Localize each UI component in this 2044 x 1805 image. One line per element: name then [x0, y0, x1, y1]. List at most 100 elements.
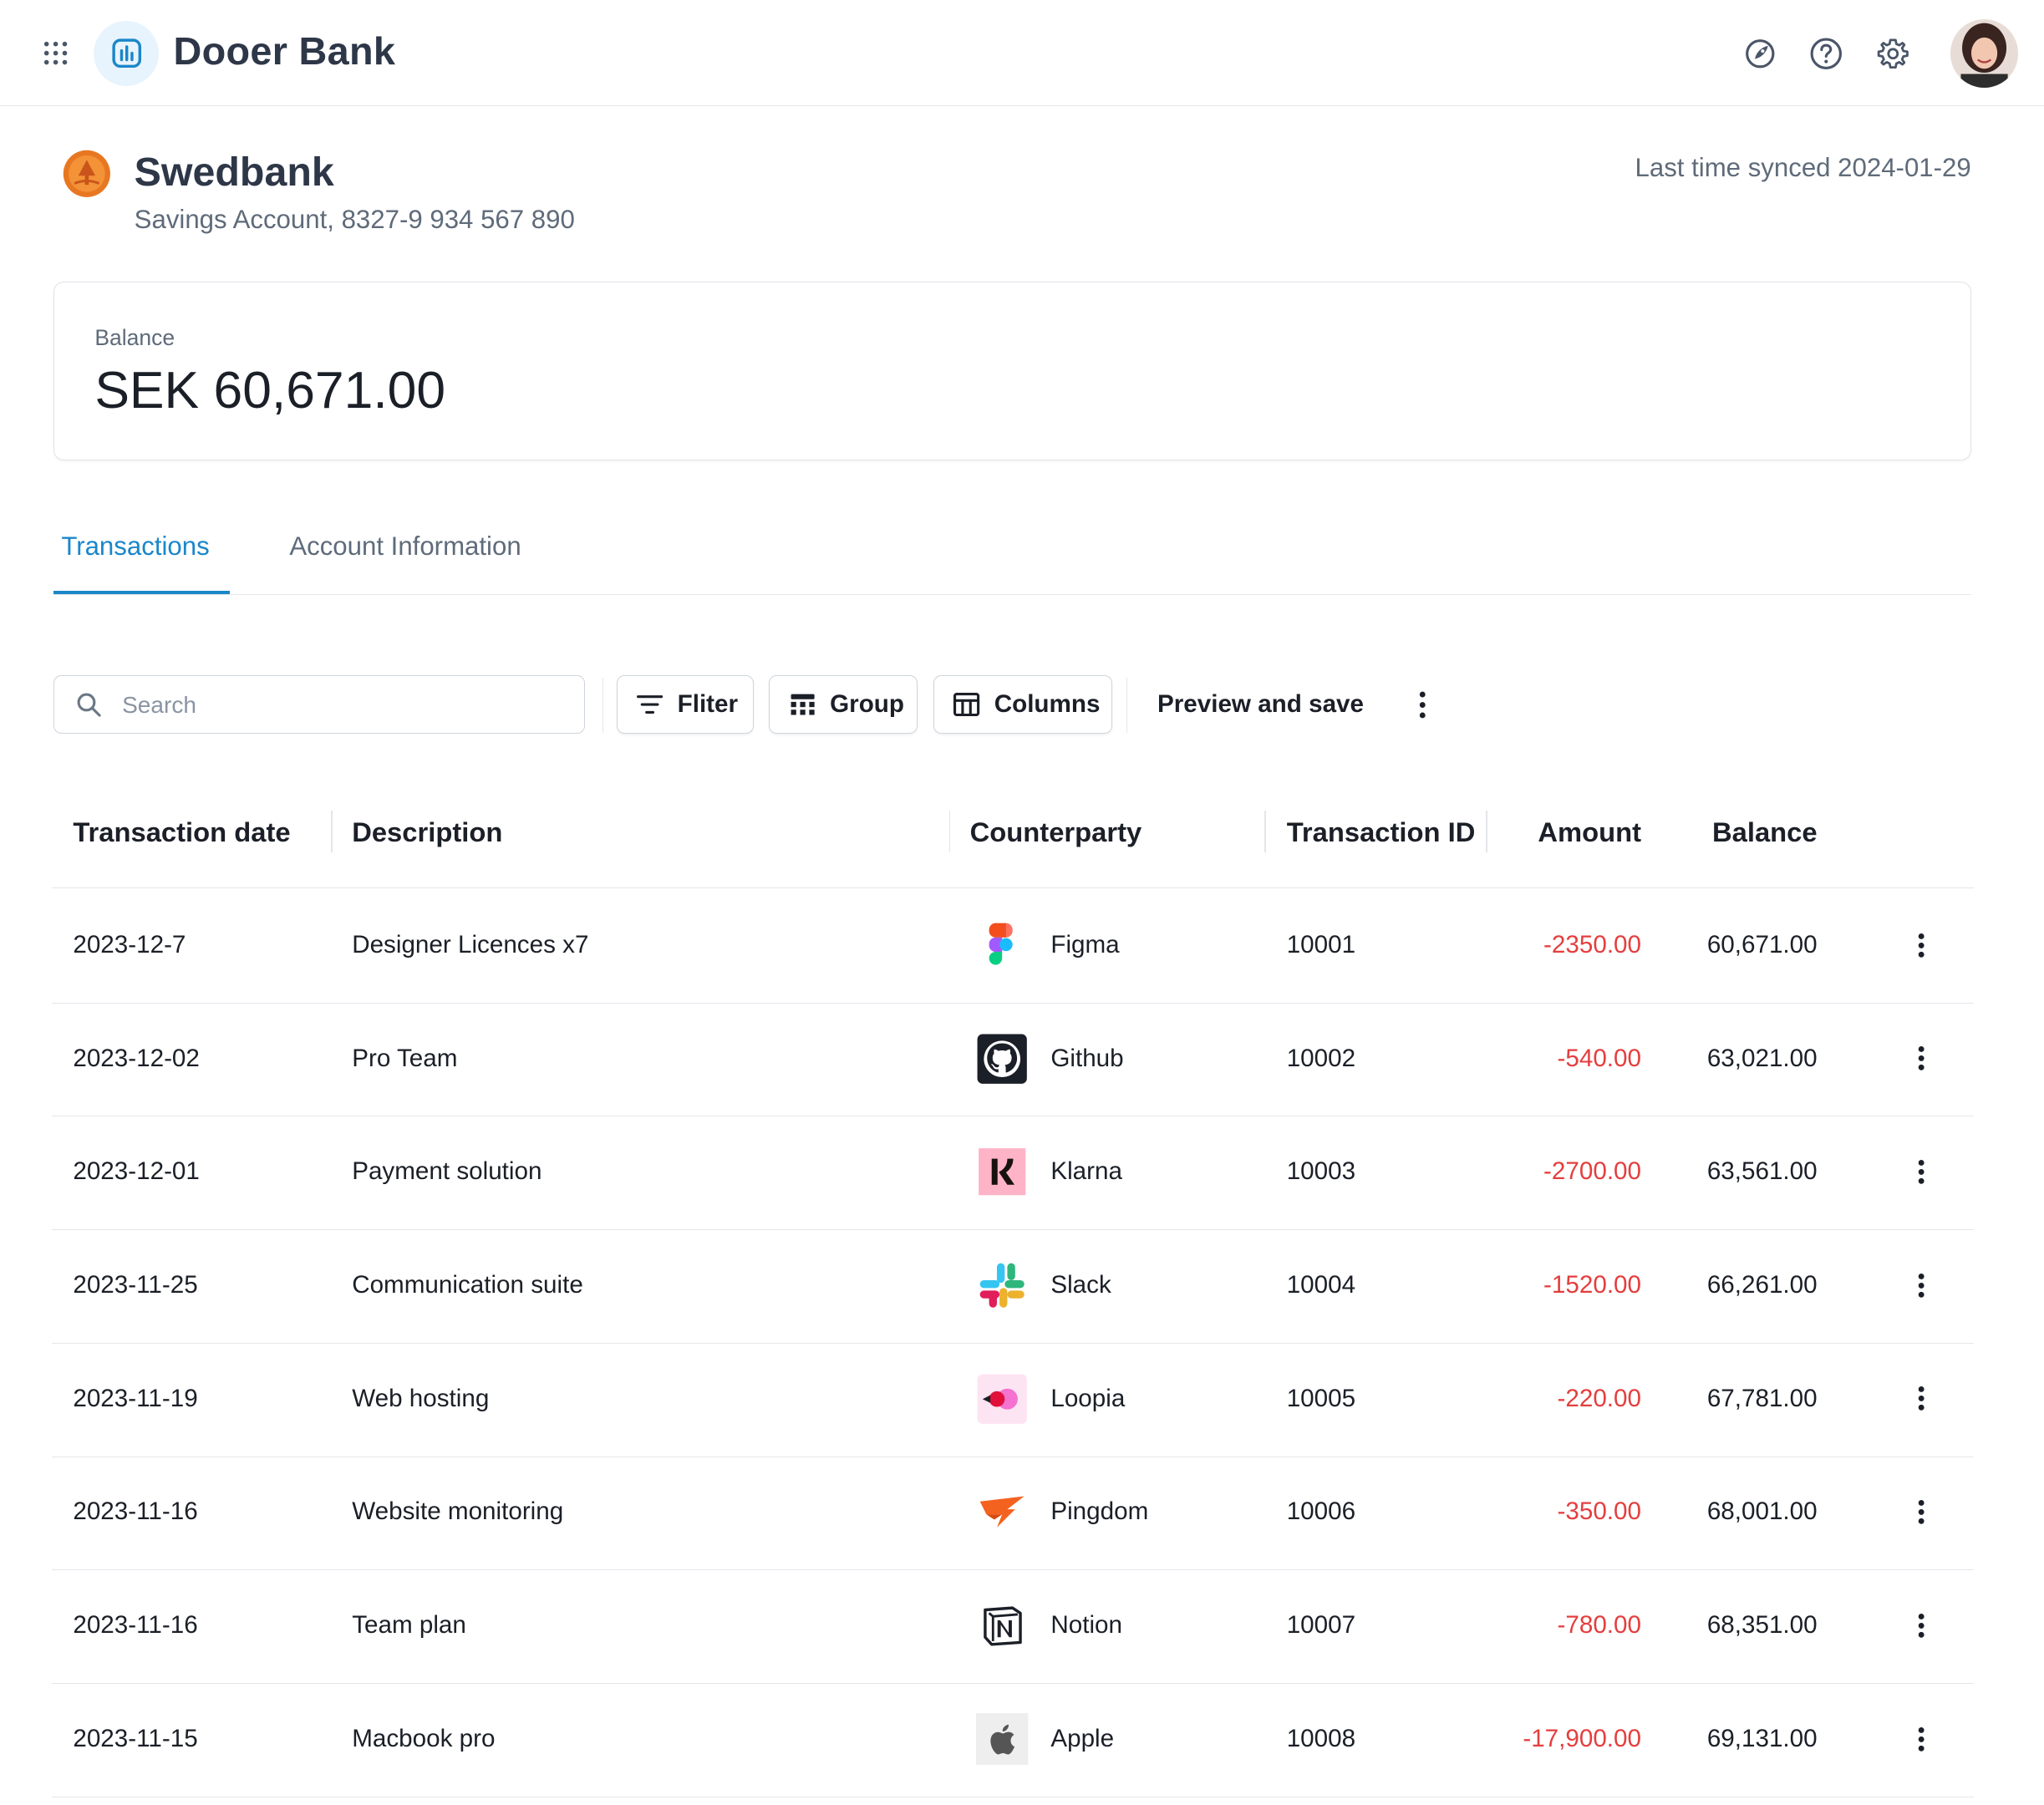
table-row[interactable]: 2023-11-19 Web hosting Loopia 10005 -220…: [52, 1343, 1974, 1457]
row-menu-icon[interactable]: [1907, 1152, 1935, 1192]
row-menu-icon[interactable]: [1907, 926, 1935, 965]
cell-date: 2023-11-15: [73, 1724, 198, 1752]
cell-amount: -220.00: [1557, 1384, 1641, 1412]
preview-and-save-button[interactable]: Preview and save: [1157, 690, 1365, 719]
column-resize-handle[interactable]: [331, 811, 333, 853]
cell-balance: 69,131.00: [1706, 1724, 1818, 1752]
more-options-icon[interactable]: [1406, 683, 1440, 727]
search-input[interactable]: [119, 676, 568, 735]
column-header-description[interactable]: Description: [352, 816, 503, 847]
columns-icon: [953, 693, 980, 717]
cell-amount: -1520.00: [1543, 1270, 1641, 1299]
cell-amount: -2700.00: [1543, 1157, 1641, 1186]
cell-balance: 63,021.00: [1706, 1044, 1818, 1072]
cell-date: 2023-12-7: [73, 930, 186, 958]
table-row[interactable]: 2023-12-02 Pro Team Github 10002 -540.00…: [52, 1003, 1974, 1117]
table-row[interactable]: 2023-12-01 Payment solution Klarna 10003…: [52, 1116, 1974, 1231]
cell-counterparty: Klarna: [1050, 1157, 1122, 1186]
cell-amount: -2350.00: [1543, 930, 1641, 958]
brand-name: Dooer Bank: [173, 29, 396, 74]
cell-description: Macbook pro: [352, 1724, 496, 1752]
cell-transaction-id: 10004: [1286, 1270, 1356, 1299]
cell-counterparty: Apple: [1050, 1724, 1115, 1752]
column-header-counterparty[interactable]: Counterparty: [969, 816, 1142, 847]
cell-amount: -17,900.00: [1523, 1724, 1641, 1752]
cell-transaction-id: 10005: [1286, 1384, 1356, 1412]
cell-date: 2023-11-16: [73, 1611, 198, 1640]
cell-balance: 63,561.00: [1706, 1157, 1818, 1186]
column-header-transaction-id[interactable]: Transaction ID: [1286, 816, 1476, 847]
cell-date: 2023-12-02: [73, 1044, 200, 1072]
balance-label: Balance: [94, 325, 175, 351]
table-row[interactable]: 2023-11-15 Macbook pro Apple 10008 -17,9…: [52, 1683, 1974, 1797]
cell-balance: 67,781.00: [1706, 1384, 1818, 1412]
filter-icon: [637, 695, 664, 714]
cell-date: 2023-11-19: [73, 1384, 198, 1412]
row-menu-icon[interactable]: [1907, 1379, 1935, 1418]
cell-transaction-id: 10006: [1286, 1497, 1356, 1526]
swedbank-logo: [63, 150, 110, 198]
rocket-icon[interactable]: [1743, 37, 1777, 71]
search-box[interactable]: [53, 675, 586, 735]
cell-transaction-id: 10002: [1286, 1044, 1356, 1072]
cell-transaction-id: 10003: [1286, 1157, 1356, 1186]
cell-transaction-id: 10008: [1286, 1724, 1356, 1752]
cell-date: 2023-11-25: [73, 1270, 198, 1299]
cell-balance: 68,351.00: [1706, 1611, 1818, 1640]
tab-account-information[interactable]: Account Information: [289, 531, 521, 562]
table-row[interactable]: 2023-11-16 Website monitoring Pingdom 10…: [52, 1457, 1974, 1571]
table-row[interactable]: 2023-12-7 Designer Licences x7 Figma 100…: [52, 889, 1974, 1004]
filter-button-label: Fliter: [677, 690, 739, 719]
column-resize-handle[interactable]: [948, 811, 951, 853]
cell-description: Team plan: [352, 1611, 466, 1640]
cell-counterparty: Notion: [1050, 1611, 1122, 1640]
cell-description: Designer Licences x7: [352, 930, 589, 958]
help-icon[interactable]: [1809, 37, 1843, 71]
row-menu-icon[interactable]: [1907, 1720, 1935, 1759]
slack-icon: [980, 1263, 1025, 1308]
search-icon: [78, 693, 102, 717]
balance-card: Balance SEK 60,671.00: [53, 281, 1972, 461]
cell-description: Web hosting: [352, 1384, 490, 1412]
figma-icon: [989, 923, 1014, 965]
cell-amount: -350.00: [1557, 1497, 1641, 1526]
settings-icon[interactable]: [1876, 37, 1910, 71]
cell-description: Communication suite: [352, 1270, 583, 1299]
column-resize-handle[interactable]: [1264, 811, 1266, 853]
row-menu-icon[interactable]: [1907, 1606, 1935, 1645]
cell-description: Pro Team: [352, 1044, 458, 1072]
table-row[interactable]: 2023-11-16 Team plan Notion 10007 -780.0…: [52, 1569, 1974, 1684]
brand-logo[interactable]: [94, 20, 160, 86]
toolbar-divider: [602, 678, 604, 733]
cell-transaction-id: 10001: [1286, 930, 1356, 958]
column-header-amount[interactable]: Amount: [1538, 816, 1642, 847]
columns-button-label: Columns: [994, 690, 1101, 719]
active-tab-indicator: [53, 590, 230, 595]
column-header-balance[interactable]: Balance: [1712, 816, 1818, 847]
cell-counterparty: Loopia: [1050, 1384, 1126, 1412]
group-button[interactable]: Group: [769, 675, 918, 735]
apps-grid-icon[interactable]: [43, 40, 69, 66]
github-icon: [977, 1034, 1028, 1084]
cell-counterparty: Pingdom: [1050, 1497, 1149, 1526]
row-menu-icon[interactable]: [1907, 1492, 1935, 1532]
group-button-label: Group: [830, 690, 905, 719]
cell-amount: -540.00: [1557, 1044, 1641, 1072]
row-menu-icon[interactable]: [1907, 1266, 1935, 1305]
cell-date: 2023-12-01: [73, 1157, 200, 1186]
columns-button[interactable]: Columns: [933, 675, 1112, 735]
cell-description: Website monitoring: [352, 1497, 564, 1526]
cell-amount: -780.00: [1557, 1611, 1641, 1640]
notion-icon: [984, 1606, 1023, 1646]
row-menu-icon[interactable]: [1907, 1039, 1935, 1078]
tab-transactions[interactable]: Transactions: [61, 531, 210, 562]
balance-value: SEK 60,671.00: [94, 361, 446, 419]
user-avatar[interactable]: [1950, 19, 2018, 88]
column-resize-handle[interactable]: [1486, 811, 1487, 853]
account-subtitle: Savings Account, 8327-9 934 567 890: [134, 204, 575, 234]
chart-icon: [111, 38, 141, 69]
column-header-date[interactable]: Transaction date: [73, 816, 291, 847]
filter-button[interactable]: Fliter: [616, 675, 754, 735]
table-row[interactable]: 2023-11-25 Communication suite Slack 100…: [52, 1229, 1974, 1344]
